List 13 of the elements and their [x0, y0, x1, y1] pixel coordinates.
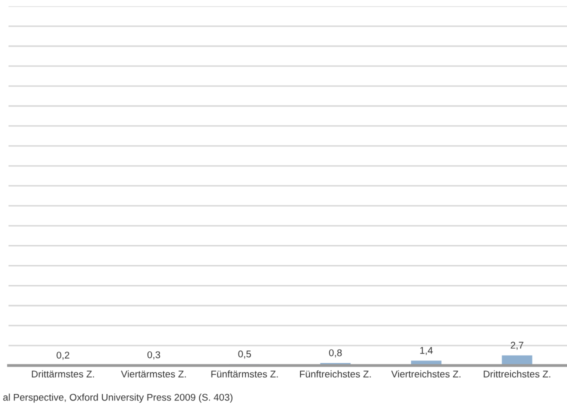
x-tick-label: Viertreichstes Z.: [391, 370, 460, 378]
x-tick-label: Fünftärmstes Z.: [211, 370, 278, 378]
data-label: 2,7: [510, 342, 524, 350]
data-label: 0,5: [238, 350, 251, 359]
x-tick-label: Fünftreichstes Z.: [300, 370, 371, 378]
x-tick-label: Drittärmstes Z.: [32, 370, 94, 378]
data-label: 0,2: [56, 352, 70, 360]
text: al Perspective, Oxford University Press 2009 (S. 403): [3, 394, 232, 403]
data-label: 0,3: [147, 351, 160, 360]
x-tick-label: Viertärmstes Z.: [120, 370, 186, 378]
data-label: 0,8: [329, 349, 342, 358]
x-tick-label: Drittreichstes Z.: [484, 370, 550, 378]
data-label: 1,4: [420, 347, 433, 355]
